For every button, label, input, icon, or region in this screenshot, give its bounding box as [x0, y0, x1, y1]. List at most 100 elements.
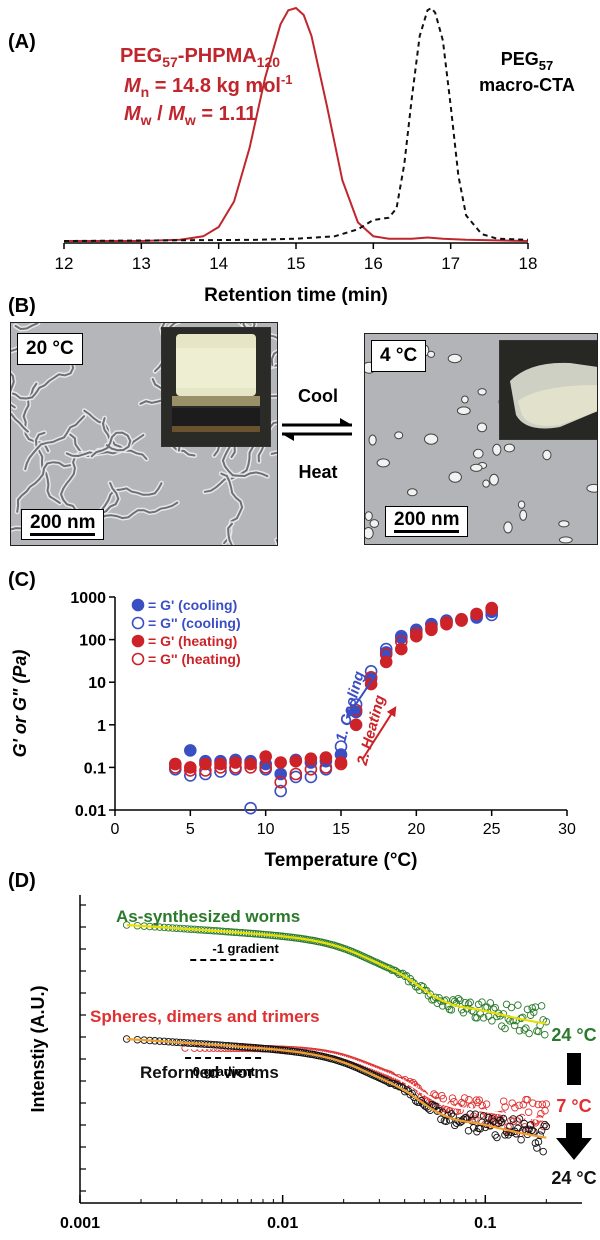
chart-c-point-2	[394, 629, 408, 643]
chart-c-point-3	[304, 752, 318, 766]
chart-a-x-tick-label: 12	[55, 254, 74, 273]
chart-d-point-1	[515, 1026, 524, 1035]
chart-d-series-label: As-synthesized worms	[116, 907, 300, 926]
scale-bar-right-label: 200 nm	[394, 509, 460, 530]
scale-bar-left-label: 200 nm	[30, 512, 96, 533]
chart-d-point-1	[486, 999, 495, 1007]
chart-d-point-3	[526, 1121, 535, 1129]
chart-c-x-tick-label: 30	[558, 821, 576, 838]
worm-micelle-core	[11, 361, 75, 400]
chart-c-point-4	[274, 775, 288, 789]
chart-c-x-tick-label: 25	[483, 821, 501, 838]
chart-d-point-1	[522, 1024, 530, 1032]
sphere-micelle	[448, 471, 462, 483]
chart-c-point-4	[214, 761, 227, 774]
chart-d-point-3	[542, 1122, 551, 1131]
sphere-micelle	[558, 520, 570, 528]
worm-micelle-core	[99, 501, 179, 521]
chart-c-heating-arrow	[361, 706, 397, 761]
chart-c-legend-marker	[131, 652, 145, 666]
chart-c-point-4	[470, 607, 483, 621]
chart-c-legend-label: = G' (heating)	[148, 633, 237, 649]
sphere-micelle	[365, 527, 374, 540]
chart-d-fit-1	[126, 923, 547, 1025]
chart-d-point-2	[542, 1100, 551, 1108]
chart-a-x-tick-label: 18	[519, 254, 538, 273]
chart-d-point-3	[498, 1118, 506, 1126]
chart-c-point-3	[349, 718, 363, 732]
chart-c-point-4	[319, 761, 333, 774]
worm-micelle-core	[16, 461, 72, 513]
chart-d-point-2	[460, 1094, 469, 1102]
sphere-micelle	[394, 431, 404, 440]
chart-c-point-3	[274, 756, 288, 769]
chart-d-point-1	[520, 1026, 529, 1034]
sphere-micelle	[482, 479, 490, 488]
chart-d-point-1	[528, 1004, 536, 1012]
chart-d-point-3	[528, 1126, 536, 1134]
cool-arrow-head	[340, 418, 352, 425]
worm-micelle-core	[11, 372, 29, 433]
chart-d-point-2	[499, 1097, 508, 1105]
chart-a-x-tick-label: 13	[132, 254, 151, 273]
vial-photo-gel	[161, 327, 271, 447]
worm-micelle-core	[14, 323, 39, 331]
chart-d-point-1	[491, 1003, 499, 1012]
chart-d-temperature: 24 °C	[551, 1025, 596, 1045]
chart-d-point-3	[479, 1112, 488, 1120]
sphere-micelle	[365, 511, 373, 521]
chart-d-point-3	[541, 1120, 549, 1129]
chart-c-point-4	[304, 762, 318, 776]
chart-a-x-tick-label: 14	[209, 254, 228, 273]
panel-label-b: (B)	[8, 295, 36, 317]
chart-c-x-tick-label: 10	[257, 821, 275, 838]
chart-d-point-1	[541, 1030, 549, 1039]
chart-d-temperature: 7 °C	[556, 1096, 591, 1116]
scale-bar-left-line	[30, 533, 96, 536]
chart-c-point-4	[229, 761, 242, 774]
chart-d-point-1	[454, 994, 463, 1003]
chart-d-point-3	[517, 1135, 525, 1144]
worm-micelle-core	[90, 431, 132, 458]
liquid-vial-icon	[500, 341, 597, 439]
sphere-micelle	[461, 395, 469, 404]
sphere-micelle	[503, 521, 513, 534]
chart-d-point-1	[518, 1013, 527, 1022]
chart-a-red-name: PEG57-PHPMA120	[120, 45, 280, 70]
chart-c-legend-label: = G'' (heating)	[148, 651, 241, 667]
scale-bar-right: 200 nm	[385, 506, 469, 537]
chart-d-point-1	[447, 1006, 456, 1014]
sphere-micelle	[424, 433, 439, 445]
chart-c-point-3	[199, 757, 212, 771]
chart-c-point-3	[319, 751, 333, 764]
chart-a-x-tick-label: 17	[441, 254, 460, 273]
chart-c-point-3	[289, 754, 303, 768]
chart-c-point-4	[440, 616, 453, 629]
chart-d-point-1	[488, 1017, 496, 1025]
chart-d-point-3	[471, 1110, 480, 1118]
chart-c-cooling-arrow	[345, 674, 377, 719]
chart-c: 0.01 0.1 1 10 100 1000 0 5 10 15 20 25 30 Temperature…	[10, 590, 576, 871]
chart-c-point-1	[184, 744, 197, 757]
chart-c-point-4	[379, 648, 393, 661]
chart-a-x-label: Retention time (min)	[204, 285, 388, 306]
chart-a-x-tick-label: 16	[364, 254, 383, 273]
cool-label: Cool	[298, 386, 338, 406]
chart-c-y-tick-label: 100	[79, 633, 106, 650]
chart-d-series-label: Spheres, dimers and trimers	[90, 1007, 320, 1026]
chart-c-y-tick-label: 1000	[70, 590, 106, 607]
sphere-micelle	[369, 519, 380, 528]
chart-d-point-2	[529, 1099, 537, 1107]
chart-d-point-2	[523, 1095, 532, 1104]
chart-c-y-tick-label: 0.1	[84, 760, 106, 777]
chart-a-red-mn: Mn = 14.8 kg mol-1	[124, 72, 293, 100]
chart-d-point-3	[484, 1113, 493, 1122]
chart-c-legend-marker	[131, 634, 145, 648]
chart-d-point-1	[542, 1017, 551, 1026]
worm-micelle-core	[227, 522, 233, 545]
chart-a-line-1	[64, 6, 529, 242]
chart-c-point-2	[274, 784, 288, 798]
chart-c-y-tick-label: 10	[88, 675, 106, 692]
